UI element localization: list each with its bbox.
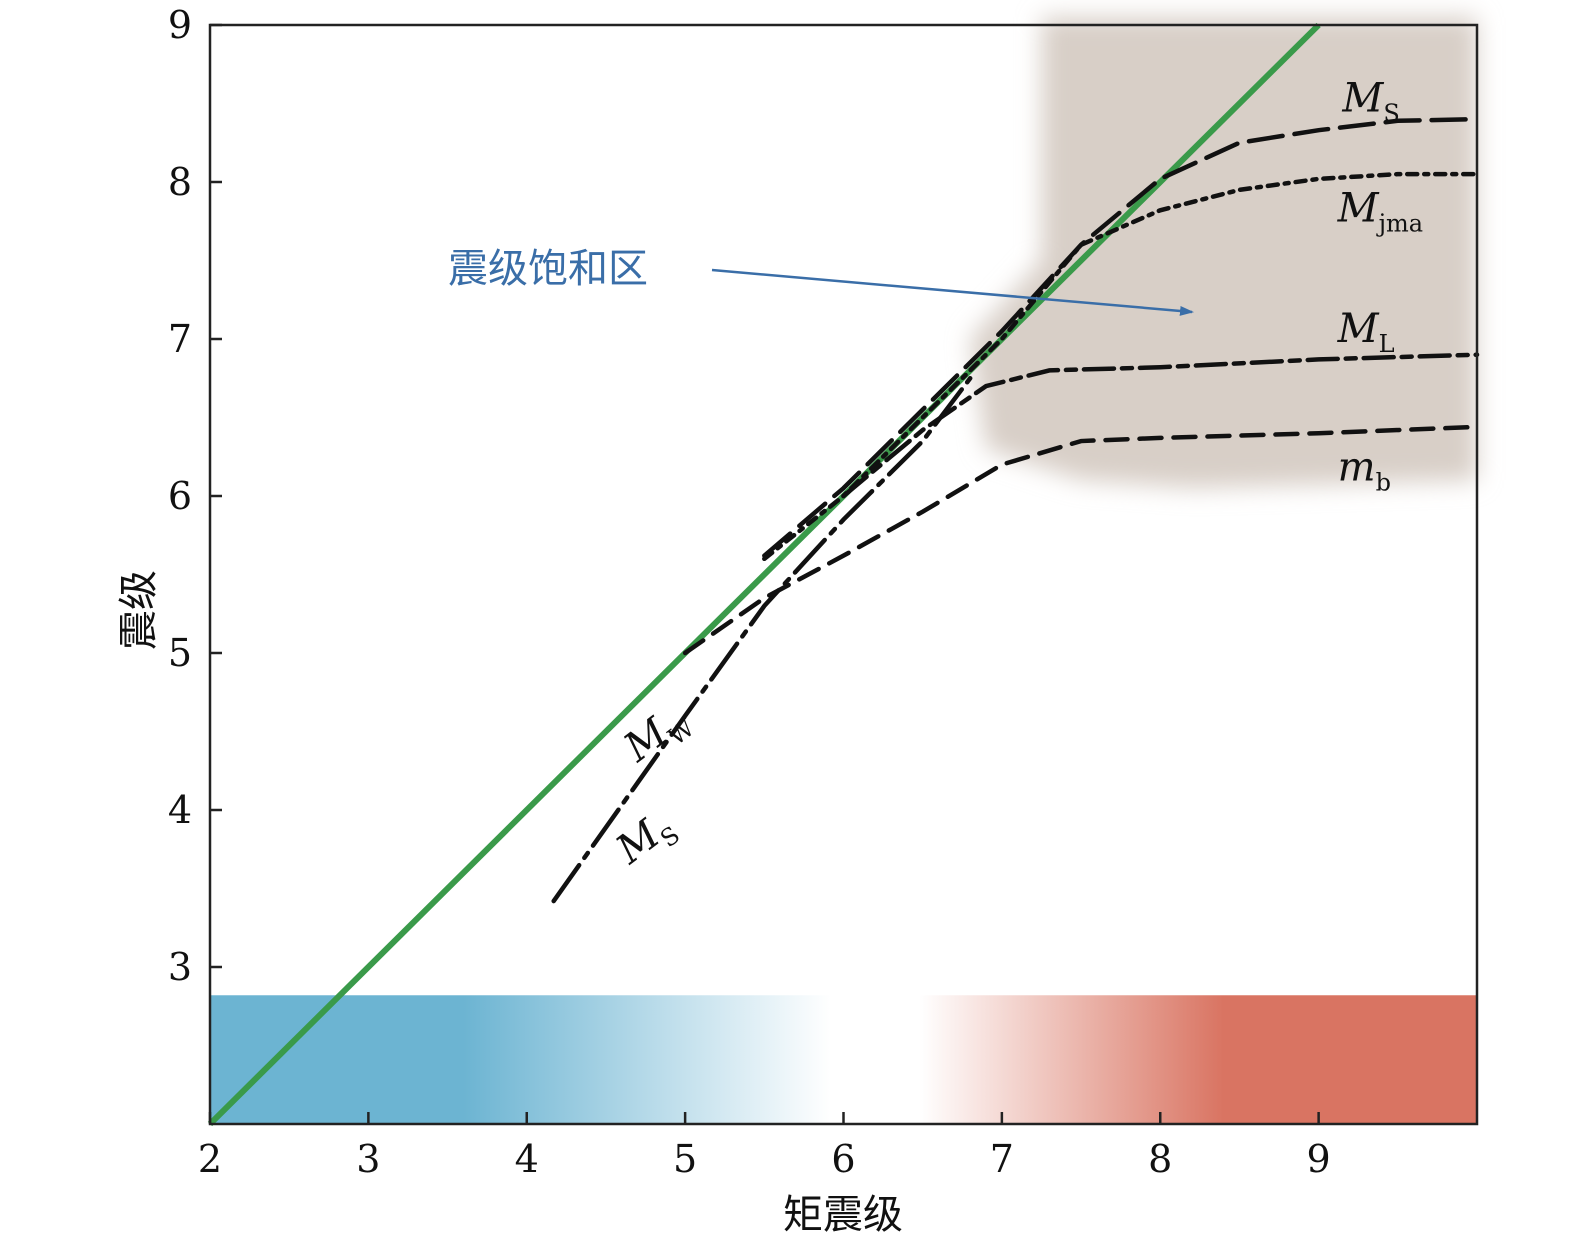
x-tick-label: 2 [198, 1137, 222, 1181]
series-line-1 [551, 376, 973, 904]
series-line-2 [762, 116, 1480, 558]
axes: 2 3 4 5 6 7 8 9 3 4 5 6 7 8 9 [168, 3, 1479, 1181]
saturation-annotation: 震级饱和区 [448, 246, 648, 292]
y-tick-label: 4 [168, 788, 192, 832]
x-tick-label: 5 [673, 1137, 697, 1181]
y-axis-title: 震级 [116, 570, 162, 650]
series-label-4: ML [1337, 306, 1395, 358]
x-tick-label: 3 [356, 1137, 380, 1181]
y-tick-label: 3 [168, 945, 192, 989]
x-tick-label: 7 [990, 1137, 1014, 1181]
series-group [207, 22, 1480, 1127]
magnitude-colorbar [210, 995, 1477, 1124]
annotation-arrow [711, 268, 1194, 316]
x-tick-label: 4 [515, 1137, 539, 1181]
colorbar-rect [210, 995, 1477, 1124]
y-tick-label: 8 [168, 160, 192, 204]
x-tick-label: 8 [1148, 1137, 1172, 1181]
y-tick-label: 6 [168, 474, 192, 518]
y-tick-label: 9 [168, 3, 192, 47]
x-tick-label: 9 [1307, 1137, 1331, 1181]
y-tick-label: 7 [168, 317, 192, 361]
saturation-fill [970, 17, 1477, 489]
series-label-3: Mjma [1337, 185, 1423, 237]
saturation-region [970, 17, 1477, 489]
series-line-0 [207, 22, 1321, 1127]
series-line-3 [762, 171, 1480, 562]
x-axis-title: 矩震级 [783, 1192, 903, 1238]
series-label-1: MS [607, 802, 685, 879]
x-tick-label: 6 [831, 1137, 855, 1181]
y-tick-label: 5 [168, 631, 192, 675]
series-line-4 [841, 352, 1480, 499]
series-label-2: MS [1341, 75, 1399, 127]
series-label-5: mb [1338, 444, 1391, 496]
